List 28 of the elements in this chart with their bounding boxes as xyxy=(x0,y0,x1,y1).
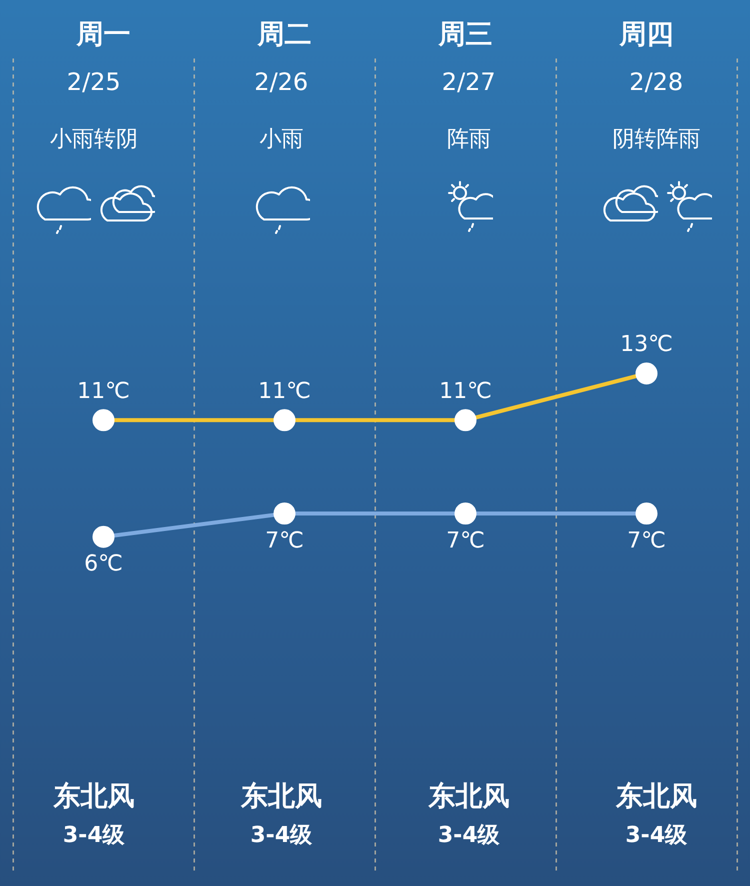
data-label: 11℃ xyxy=(77,378,130,404)
data-label: 11℃ xyxy=(439,378,492,404)
data-label: 7℃ xyxy=(265,528,304,554)
data-label: 7℃ xyxy=(446,528,485,554)
x-tick-label: 周三 xyxy=(438,19,492,50)
text: 2/26 xyxy=(253,68,310,96)
data-label: 6℃ xyxy=(84,552,123,577)
text: 东北风 xyxy=(614,780,698,814)
text: 阵雨 xyxy=(446,126,492,154)
x-tick-label: 周一 xyxy=(76,19,130,50)
text: 3-4级 xyxy=(436,822,501,850)
text: 2/27 xyxy=(440,68,497,96)
text: 2/28 xyxy=(628,68,684,96)
x-tick-label: 周二 xyxy=(256,19,312,50)
data-label: 11℃ xyxy=(258,378,311,404)
text: 小雨转阴 xyxy=(48,126,139,154)
data-label: 7℃ xyxy=(627,528,666,554)
text: 3-4级 xyxy=(62,822,126,850)
text: 阴转阵雨 xyxy=(611,126,702,154)
text: 东北风 xyxy=(52,780,136,814)
x-tick-label: 周四 xyxy=(618,19,674,50)
text: 东北风 xyxy=(427,780,510,814)
text: 3-4级 xyxy=(249,822,314,850)
data-label: 13℃ xyxy=(620,332,673,358)
text: 3-4级 xyxy=(624,822,688,850)
text: 2/25 xyxy=(66,68,122,96)
text: 东北风 xyxy=(240,780,323,814)
text: 小雨 xyxy=(258,126,304,154)
